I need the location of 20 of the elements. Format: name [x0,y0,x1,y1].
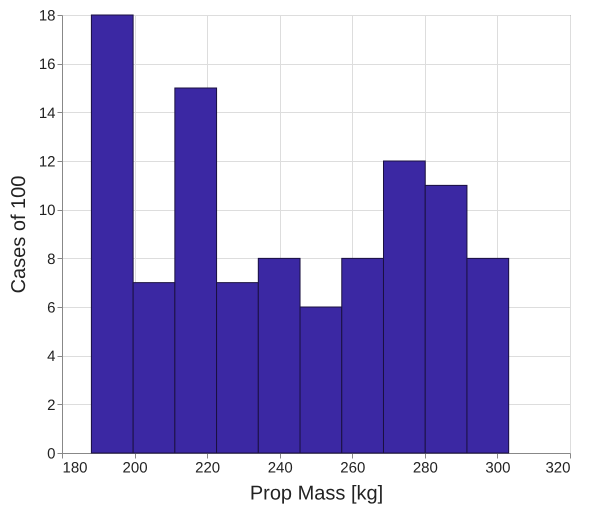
y-tick-label: 10 [38,202,56,220]
x-tick-label: 280 [412,460,438,476]
x-tick-label: 200 [122,460,148,476]
x-tick-label: 180 [62,460,88,476]
x-tick-label: 260 [340,460,366,476]
y-tick-label: 4 [47,348,56,366]
x-tick-label: 240 [268,460,293,476]
x-tick-label: 320 [545,460,570,476]
y-axis-title: Cases of 100 [8,176,30,294]
y-tick-label: 14 [38,104,56,122]
x-tick-label: 300 [485,460,510,476]
y-tick-label: 6 [47,300,56,316]
y-tick-label: 16 [38,56,56,74]
y-tick-label: 8 [47,250,56,268]
y-tick-label: 18 [38,8,56,24]
y-tick-label: 0 [47,446,56,462]
x-axis-title: Prop Mass [kg] [250,482,384,504]
x-tick-label: 220 [195,460,220,476]
y-tick-label: 12 [38,154,56,170]
y-tick-label: 2 [47,396,56,414]
